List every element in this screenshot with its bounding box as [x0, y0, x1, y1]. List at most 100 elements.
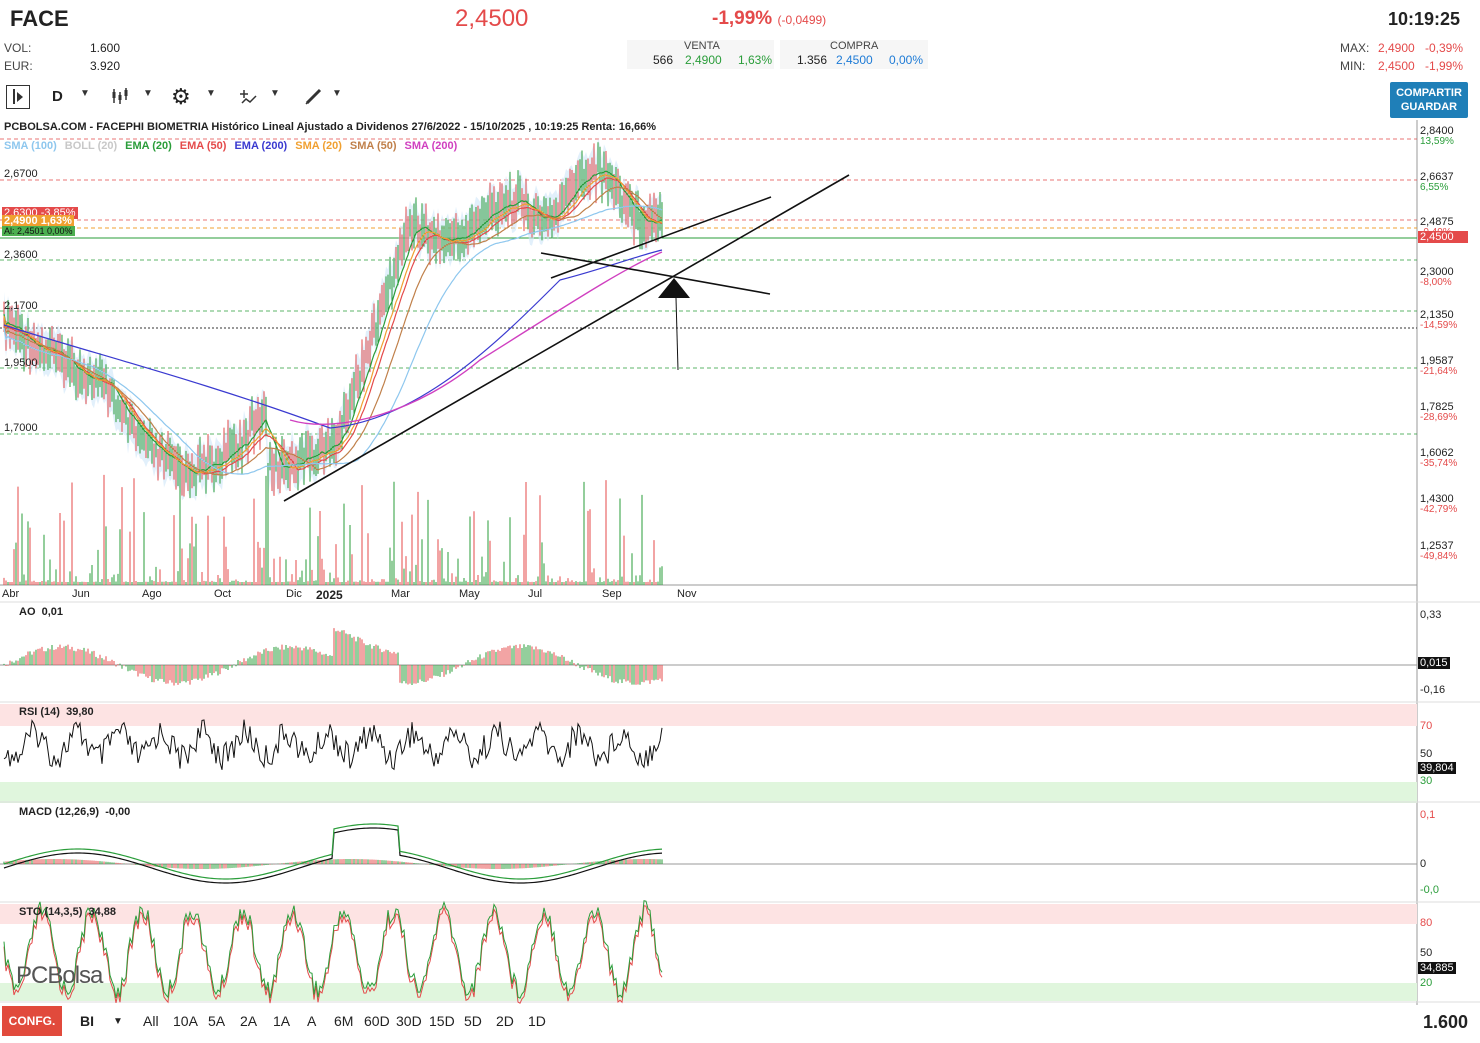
range-button-1d[interactable]: 1D	[528, 1013, 546, 1029]
x-axis-label: Sep	[602, 588, 622, 600]
quote-time: 10:19:25	[1387, 9, 1460, 29]
range-button-6m[interactable]: 6M	[334, 1013, 354, 1029]
range-button-60d[interactable]: 60D	[364, 1013, 390, 1029]
gear-icon[interactable]: ⚙	[171, 84, 191, 109]
legend-item[interactable]: BOLL (20)	[64, 140, 118, 152]
range-button-2d[interactable]: 2D	[496, 1013, 514, 1029]
venta-pct: 1,63%	[738, 53, 773, 67]
legend-item[interactable]: EMA (20)	[125, 140, 172, 152]
rsi-oversold-band	[0, 782, 1417, 803]
eur-value: 3.920	[90, 59, 121, 73]
panel-toggle-icon[interactable]	[6, 85, 30, 109]
range-button-all[interactable]: All	[143, 1013, 159, 1029]
chevron-down-icon[interactable]: ▼	[80, 88, 90, 99]
trendline	[540, 252, 771, 295]
right-axis-value: 2,4875	[1420, 216, 1454, 228]
range-button-15d[interactable]: 15D	[429, 1013, 455, 1029]
chevron-down-icon[interactable]: ▼	[206, 88, 216, 99]
ao-axis-top: 0,33	[1420, 609, 1442, 621]
min-label: MIN:	[1340, 59, 1366, 73]
legend-item[interactable]: SMA (100)	[4, 140, 57, 152]
compra-pct: 0,00%	[889, 53, 924, 67]
rsi-axis-70: 70	[1420, 720, 1433, 732]
compra-box	[780, 40, 928, 69]
sto-k-line	[3, 900, 663, 999]
sto-axis-50: 50	[1420, 947, 1433, 959]
sto-overbought-band	[0, 904, 1417, 924]
arrow-head	[658, 278, 690, 298]
right-axis-pct: 6,55%	[1420, 182, 1449, 193]
moving-average-line	[3, 205, 663, 475]
right-axis-value: 2,1350	[1420, 309, 1454, 321]
range-button-2a[interactable]: 2A	[240, 1013, 258, 1029]
price-change: -1,99% (-0,0499)	[712, 8, 826, 30]
chevron-down-icon[interactable]: ▼	[113, 1016, 123, 1027]
legend-item[interactable]: SMA (50)	[349, 140, 397, 152]
x-axis-label: Dic	[286, 588, 302, 600]
candles-icon[interactable]	[111, 86, 129, 111]
right-axis-pct: -8,00%	[1420, 277, 1452, 288]
sto-current-tag: 34,885	[1418, 962, 1456, 974]
legend-item[interactable]: EMA (50)	[179, 140, 227, 152]
eur-label: EUR:	[4, 59, 33, 73]
macd-label: MACD (12,26,9) -0,00	[19, 806, 131, 818]
vol-label: VOL:	[4, 41, 32, 55]
current-price-tag: 2,4500	[1418, 231, 1468, 243]
sto-axis-20: 20	[1420, 977, 1433, 989]
right-axis-value: 1,4300	[1420, 493, 1454, 505]
rsi-label: RSI (14) 39,80	[19, 706, 94, 718]
left-level: 2,3600	[4, 249, 38, 261]
legend-item[interactable]: SMA (20)	[295, 140, 342, 152]
x-axis-label: Jul	[528, 588, 543, 600]
chart-legend: SMA (100) BOLL (20) EMA (20) EMA (50) EMA (2…	[4, 136, 465, 154]
share-label: COMPARTIR	[1396, 87, 1462, 99]
venta-price: 2,4900	[685, 53, 722, 67]
draw-pencil-icon[interactable]	[304, 86, 324, 111]
range-button-30d[interactable]: 30D	[396, 1013, 422, 1029]
right-axis-value: 1,7825	[1420, 401, 1454, 413]
left-level: 1,7000	[4, 422, 38, 434]
scale-select[interactable]: BI	[80, 1013, 94, 1029]
venta-qty: 566	[653, 53, 674, 67]
min-value: 2,4500	[1378, 59, 1415, 73]
right-axis-pct: -35,74%	[1420, 458, 1458, 469]
legend-item[interactable]: SMA (200)	[404, 140, 458, 152]
change-pct: -1,99%	[712, 8, 773, 29]
macd-line	[3, 823, 663, 880]
macd-axis-zero: 0	[1420, 858, 1427, 870]
x-axis-label: May	[459, 588, 480, 600]
chevron-down-icon[interactable]: ▼	[270, 88, 280, 99]
legend-item[interactable]: EMA (200)	[234, 140, 288, 152]
right-axis-pct: 13,59%	[1420, 136, 1454, 147]
period-select[interactable]: D	[52, 88, 63, 105]
left-level: 1,9500	[4, 357, 38, 369]
venta-label: VENTA	[684, 40, 720, 52]
max-value: 2,4900	[1378, 41, 1415, 55]
trendline	[550, 196, 772, 279]
range-button-5a[interactable]: 5A	[208, 1013, 226, 1029]
ao-axis-bottom: -0,16	[1420, 684, 1446, 696]
compra-price: 2,4500	[836, 53, 873, 67]
left-level: 2,6700	[4, 168, 38, 180]
arrow-shaft	[675, 297, 679, 371]
indicators-icon[interactable]	[238, 86, 258, 111]
sma-200-line	[289, 251, 663, 426]
pcbolsa-watermark: PCBolsa	[16, 962, 103, 989]
range-button-a[interactable]: A	[307, 1013, 317, 1029]
chart-canvas[interactable]	[0, 120, 1480, 1005]
x-axis-label: Jun	[72, 588, 90, 600]
right-axis-value: 1,9587	[1420, 355, 1454, 367]
share-save-button[interactable]: COMPARTIR GUARDAR	[1390, 82, 1468, 118]
chevron-down-icon[interactable]: ▼	[143, 88, 153, 99]
x-axis-label: Oct	[214, 588, 232, 600]
range-button-1a[interactable]: 1A	[273, 1013, 291, 1029]
range-button-5d[interactable]: 5D	[464, 1013, 482, 1029]
right-axis-value: 1,2537	[1420, 540, 1454, 552]
compra-qty: 1.356	[797, 53, 828, 67]
ao-label: AO 0,01	[19, 606, 64, 618]
x-axis-label: Abr	[2, 588, 20, 600]
chevron-down-icon[interactable]: ▼	[332, 88, 342, 99]
left-tag-alert: Al: 2,4501 0,00%	[2, 226, 75, 236]
range-button-10a[interactable]: 10A	[173, 1013, 198, 1029]
config-button[interactable]: CONFG.	[2, 1006, 62, 1036]
